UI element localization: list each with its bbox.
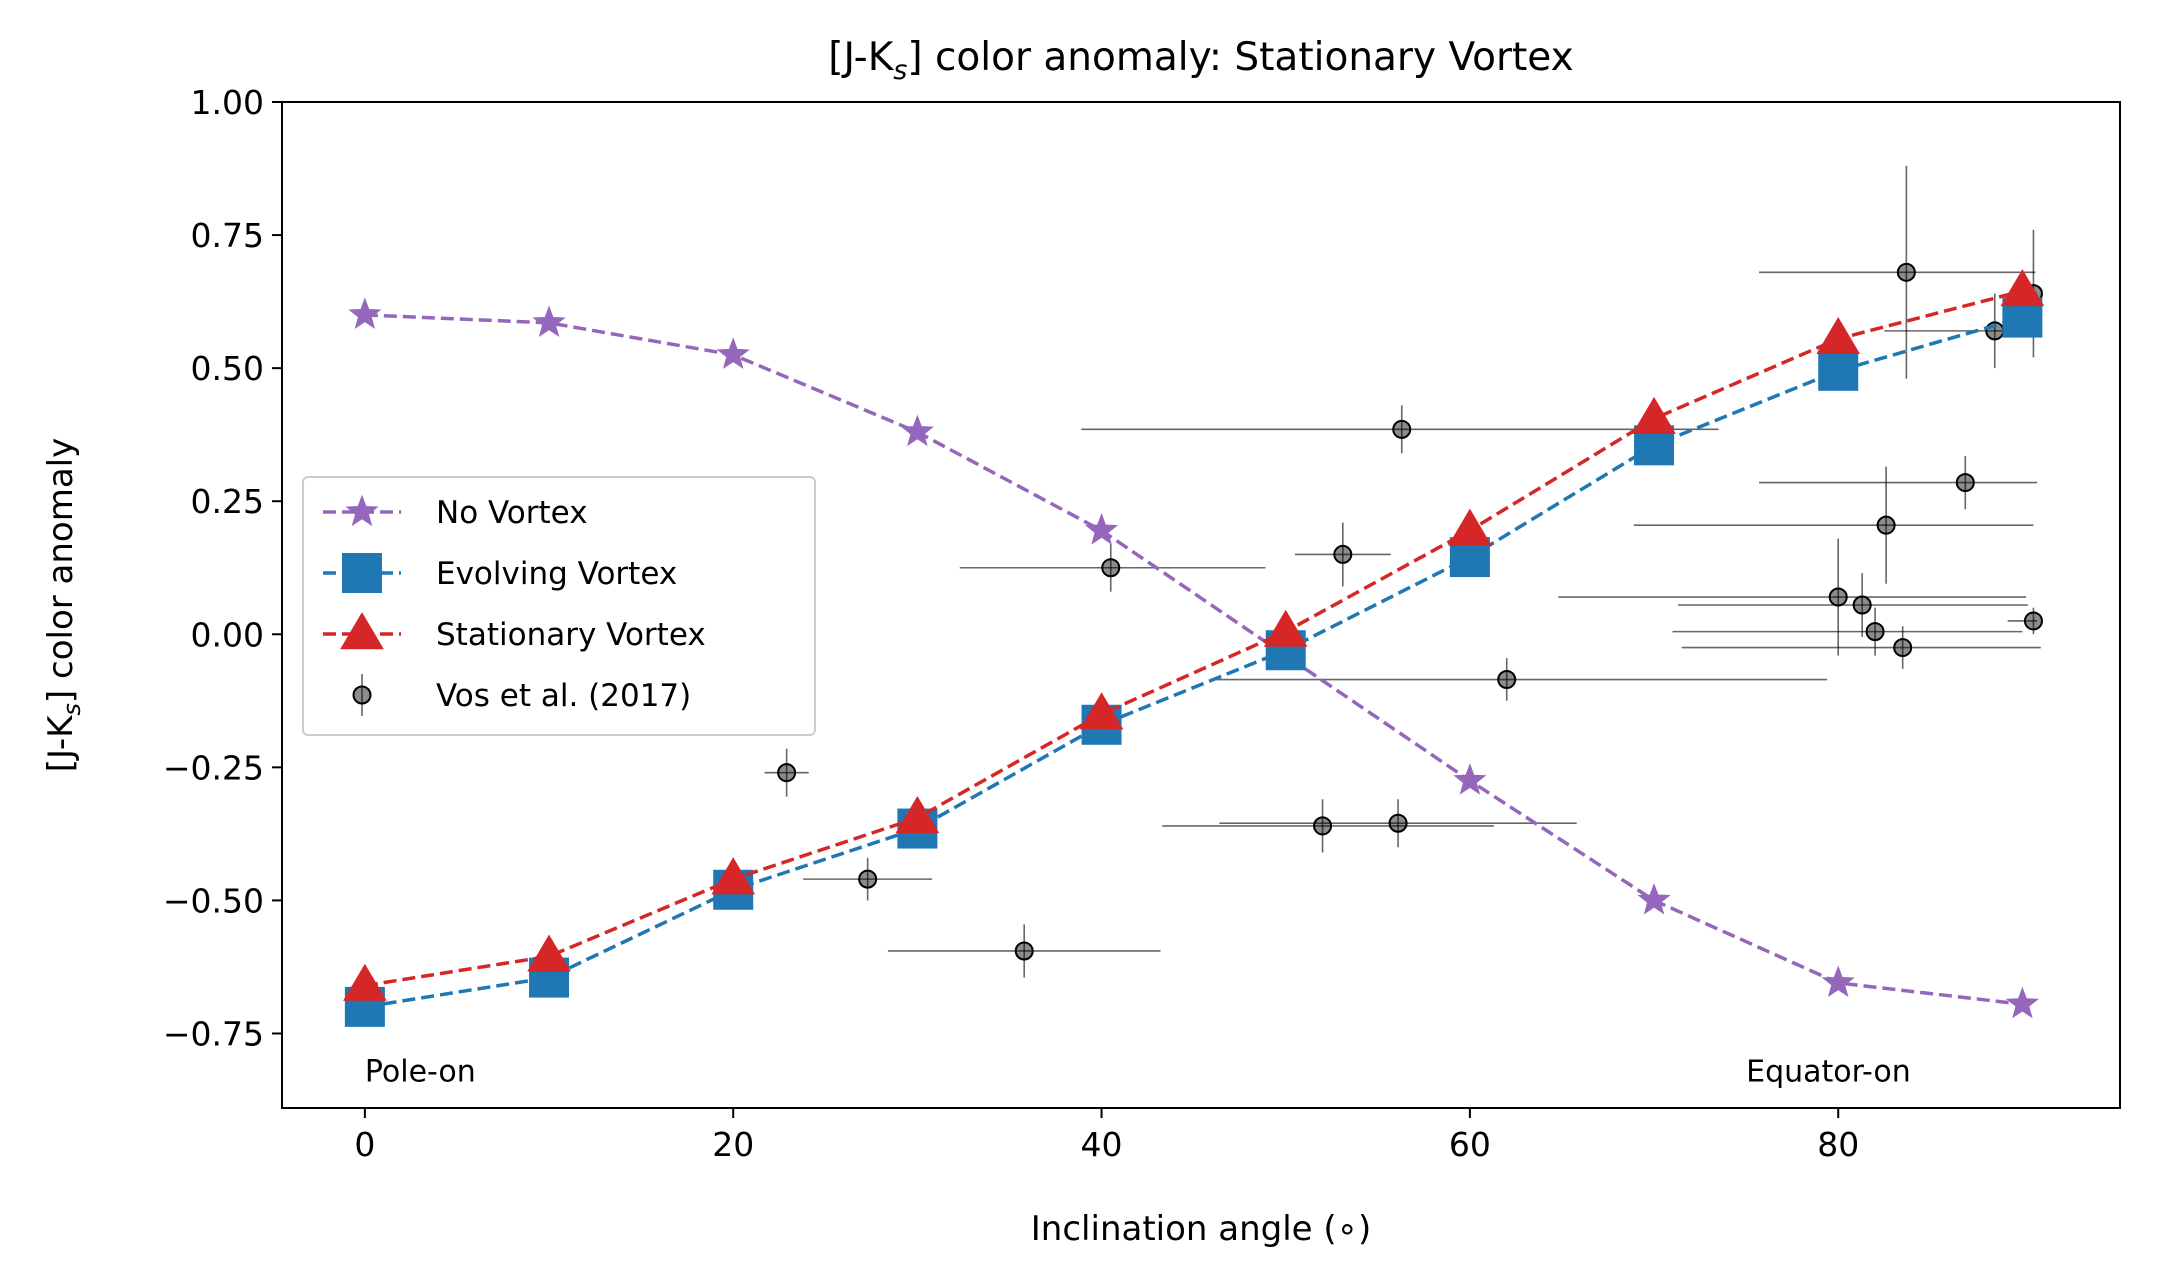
data-point (1852, 595, 1872, 615)
legend-marker (352, 685, 372, 705)
y-tick-label: 0.25 (191, 482, 264, 521)
y-tick-label: 0.00 (191, 615, 264, 654)
legend-marker (340, 612, 384, 650)
y-axis-label-main: [J-K (41, 714, 81, 772)
legend-label: No Vortex (436, 495, 588, 531)
x-tick-label: 40 (1081, 1125, 1123, 1164)
data-point (1865, 622, 1885, 642)
annotation-text: Pole-on (365, 1055, 476, 1090)
data-point (1632, 396, 1676, 434)
y-tick-label: 1.00 (191, 83, 264, 122)
data-point (532, 305, 566, 337)
legend-item-1: Evolving Vortex (323, 553, 677, 593)
data-point (1388, 813, 1408, 833)
data-point (1101, 558, 1121, 578)
series-2 (343, 269, 2045, 1001)
legend-item-2: Stationary Vortex (323, 612, 706, 653)
y-tick-label: 0.75 (191, 216, 264, 255)
legend-label: Stationary Vortex (436, 617, 706, 653)
y-axis-label-rest: ] color anomaly (41, 438, 81, 703)
data-point (716, 337, 750, 369)
data-point (1453, 763, 1487, 795)
y-tick-label: −0.50 (163, 881, 264, 920)
data-point (1084, 513, 1119, 545)
x-tick-label: 80 (1817, 1125, 1859, 1164)
data-point (1392, 419, 1412, 439)
y-axis-label: [J-Ks] color anomaly (41, 438, 86, 772)
series-line (364, 315, 2023, 1009)
data-point (2005, 986, 2039, 1019)
data-point (1896, 262, 1916, 282)
data-point (1079, 692, 1124, 730)
series-line (364, 313, 2023, 1006)
legend-marker (345, 494, 379, 527)
data-point (343, 963, 387, 1001)
data-point (1313, 816, 1333, 836)
data-point (777, 763, 797, 783)
data-point (527, 934, 571, 972)
x-tick-label: 20 (712, 1125, 754, 1164)
x-axis-label: Inclination angle (∘) (1031, 1209, 1371, 1249)
data-point (1828, 587, 1848, 607)
chart-title-main: [J-K (828, 35, 894, 80)
data-point (1497, 670, 1517, 690)
data-point (1821, 965, 1855, 998)
data-point (1014, 941, 1034, 961)
legend-label: Evolving Vortex (436, 556, 677, 592)
data-point (1637, 882, 1671, 915)
data-point (1816, 317, 1861, 355)
chart-title: [J-Ks] color anomaly: Stationary Vortex (828, 35, 1573, 86)
legend-item-3: Vos et al. (2017) (352, 674, 691, 716)
chart-title-rest: ] color anomaly: Stationary Vortex (907, 35, 1573, 80)
legend-box (302, 476, 816, 736)
data-point (1818, 350, 1859, 391)
plot-area (343, 165, 2045, 1027)
chart-title-sub: s (893, 55, 907, 86)
series-0 (348, 297, 2039, 1019)
data-point (1955, 473, 1975, 493)
data-point (1876, 515, 1896, 535)
y-tick-label: 0.50 (191, 349, 264, 388)
data-point (1448, 508, 1492, 546)
x-tick-label: 60 (1449, 1125, 1491, 1164)
data-point (1263, 609, 1308, 647)
data-point (2000, 269, 2045, 307)
data-point (858, 869, 878, 889)
data-point (1893, 638, 1913, 658)
legend-item-0: No Vortex (323, 494, 588, 531)
data-point (711, 857, 756, 895)
legend-label: Vos et al. (2017) (436, 678, 691, 714)
plot-frame (281, 101, 2121, 1109)
y-tick-label: −0.25 (163, 748, 264, 787)
annotation-text: Equator-on (1746, 1055, 1911, 1090)
y-axis-label-sub: s (58, 703, 86, 716)
data-point (895, 796, 940, 834)
series-line (364, 289, 2023, 988)
y-tick-label: −0.75 (163, 1014, 264, 1053)
legend-marker (342, 553, 382, 593)
data-point (2023, 611, 2043, 631)
x-tick-label: 0 (354, 1125, 375, 1164)
data-point (1333, 544, 1353, 564)
data-point (900, 414, 934, 447)
series-3-errorbars (764, 165, 2043, 978)
data-point (348, 297, 382, 330)
